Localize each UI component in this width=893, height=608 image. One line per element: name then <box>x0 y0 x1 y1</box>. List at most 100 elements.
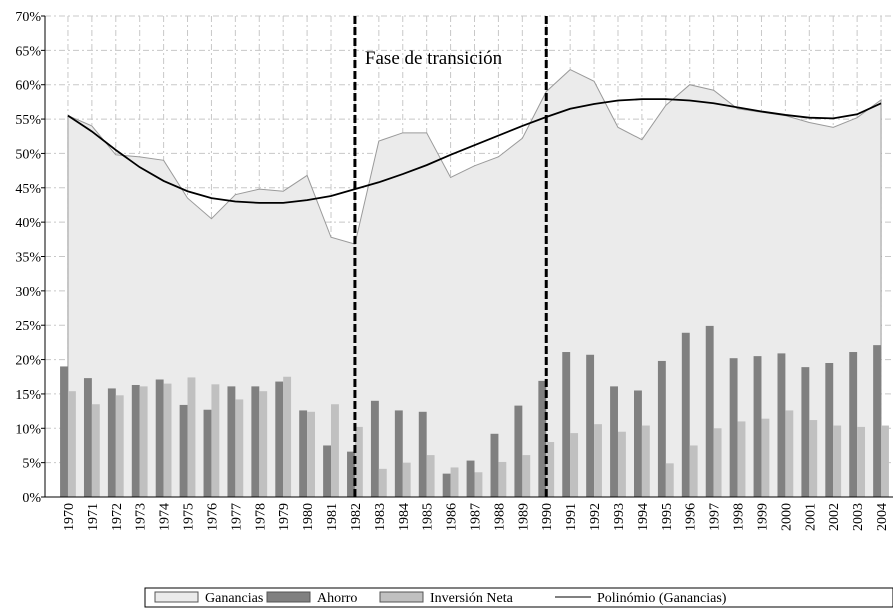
x-tick-label: 1996 <box>684 503 699 531</box>
y-tick-label: 35% <box>15 251 41 266</box>
bar <box>538 380 547 497</box>
legend-label: Ahorro <box>317 591 357 606</box>
x-tick-label: 1998 <box>732 503 747 531</box>
x-tick-label: 1987 <box>469 503 484 531</box>
bar <box>115 395 124 497</box>
bar <box>729 358 738 497</box>
bar <box>641 425 650 497</box>
bar <box>833 425 842 497</box>
y-tick-label: 50% <box>15 147 41 162</box>
bar <box>634 390 642 497</box>
bar <box>203 409 212 497</box>
legend-label: Ganancias <box>205 591 263 606</box>
bar <box>347 451 355 497</box>
y-tick-label: 5% <box>22 457 41 472</box>
bar <box>490 433 499 497</box>
bar <box>681 332 690 497</box>
bar <box>737 421 746 497</box>
bar <box>785 410 794 497</box>
bar <box>570 433 579 497</box>
x-tick-label: 1971 <box>86 503 101 531</box>
bar <box>235 399 244 497</box>
legend-frame <box>144 587 893 608</box>
x-tick-label: 1978 <box>253 503 268 531</box>
legend-label: Polinómio (Ganancias) <box>597 591 727 606</box>
x-tick-label: 1995 <box>660 503 675 531</box>
legend-swatch <box>154 591 199 603</box>
bar <box>283 376 292 497</box>
bar <box>370 400 379 497</box>
bar <box>522 455 531 497</box>
x-tick-label: 2004 <box>875 503 890 531</box>
bar <box>562 352 571 497</box>
y-tick-label: 60% <box>15 79 41 94</box>
bar <box>299 410 308 497</box>
x-tick-label: 1980 <box>301 503 316 531</box>
x-tick-label: 1993 <box>612 503 627 531</box>
x-tick-label: 1986 <box>445 503 460 531</box>
bar <box>873 345 882 497</box>
y-tick-label: 45% <box>15 182 41 197</box>
bar <box>761 418 770 497</box>
bar <box>713 428 722 497</box>
legend-swatch <box>266 591 311 603</box>
x-tick-label: 1975 <box>182 503 197 531</box>
bar <box>657 360 666 497</box>
bar <box>131 384 140 497</box>
bar <box>777 353 786 497</box>
legend: Ganancias Ahorro Inversión Neta Polinómio (… <box>144 587 893 608</box>
bar <box>498 461 507 497</box>
bar <box>91 404 100 497</box>
x-tick-label: 2000 <box>779 503 794 531</box>
y-tick-label: 25% <box>15 319 41 334</box>
y-tick-label: 0% <box>22 491 41 506</box>
x-tick-label: 1988 <box>492 503 507 531</box>
bar <box>60 366 68 497</box>
bar <box>801 367 810 497</box>
bar <box>705 325 714 497</box>
bar <box>753 356 762 497</box>
bar <box>354 426 363 497</box>
bar <box>418 411 427 497</box>
bar <box>881 425 889 497</box>
x-tick-label: 1990 <box>540 503 555 531</box>
x-tick-label: 1981 <box>325 503 340 531</box>
bar <box>849 352 858 497</box>
y-tick-label: 15% <box>15 388 41 403</box>
bar <box>378 468 387 497</box>
bar <box>617 431 626 497</box>
bar <box>163 383 172 497</box>
bar <box>107 388 116 497</box>
x-tick-label: 1994 <box>636 503 651 531</box>
bar <box>227 386 236 497</box>
legend-label: Inversión Neta <box>430 591 514 606</box>
bar <box>179 404 188 497</box>
bar <box>259 391 268 497</box>
x-tick-label: 1985 <box>421 503 436 531</box>
x-tick-label: 2001 <box>803 503 818 531</box>
legend-swatch <box>379 591 424 603</box>
bar <box>586 354 595 497</box>
x-tick-label: 1976 <box>205 503 220 531</box>
bar <box>307 411 315 497</box>
bar <box>187 377 196 497</box>
bar <box>402 462 411 497</box>
bar <box>546 442 555 497</box>
x-tick-label: 2003 <box>851 503 866 531</box>
bar <box>594 424 602 497</box>
x-tick-label: 1974 <box>158 503 173 531</box>
x-tick-label: 2002 <box>827 503 842 531</box>
y-tick-label: 10% <box>15 422 41 437</box>
x-tick-label: 1983 <box>373 503 388 531</box>
x-tick-label: 1982 <box>349 503 364 531</box>
annotation: Fase de transición <box>365 48 503 69</box>
y-tick-label: 30% <box>15 285 41 300</box>
bar <box>211 384 220 497</box>
x-tick-label: 1984 <box>397 503 412 531</box>
bar <box>331 404 339 497</box>
x-tick-label: 1977 <box>229 503 244 531</box>
y-tick-label: 40% <box>15 216 41 231</box>
x-tick-label: 1989 <box>516 503 531 531</box>
bar <box>394 410 403 497</box>
